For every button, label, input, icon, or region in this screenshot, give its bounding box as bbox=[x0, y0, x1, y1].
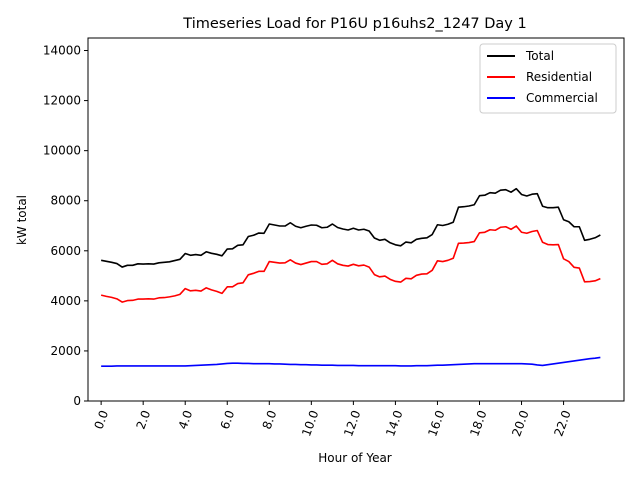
y-axis: 0 2000 4000 6000 8000 10000 12000 14000 bbox=[43, 44, 88, 408]
legend-box bbox=[479, 43, 617, 114]
x-axis-label: Hour of Year bbox=[318, 451, 392, 465]
y-tick-label: 4000 bbox=[50, 294, 81, 308]
legend-label-commercial: Commercial bbox=[526, 91, 598, 105]
x-tick-label: 0.0 bbox=[92, 408, 112, 431]
x-tick-label: 8.0 bbox=[260, 408, 280, 431]
legend: Total Residential Commercial bbox=[479, 43, 617, 114]
series-line-total bbox=[100, 187, 601, 268]
y-tick-label: 2000 bbox=[50, 344, 81, 358]
plot-area: 0.0 2.0 4.0 6.0 8.0 10.0 12.0 14.0 16.0 18.0 20.0 2… bbox=[43, 37, 625, 438]
series-line-commercial bbox=[101, 356, 601, 368]
x-tick-label: 2.0 bbox=[134, 408, 154, 431]
y-tick-label: 0 bbox=[73, 394, 81, 408]
y-tick-label: 12000 bbox=[43, 94, 81, 108]
y-tick-label: 10000 bbox=[43, 144, 81, 158]
x-tick-label: 4.0 bbox=[176, 408, 196, 431]
chart-title: Timeseries Load for P16U p16uhs2_1247 Da… bbox=[182, 16, 526, 32]
y-tick-label: 8000 bbox=[50, 194, 81, 208]
x-axis: 0.0 2.0 4.0 6.0 8.0 10.0 12.0 14.0 16.0 18.0 20.0 2… bbox=[92, 401, 574, 438]
series-line-residential bbox=[100, 225, 601, 303]
y-tick-label: 14000 bbox=[43, 44, 81, 58]
plot-frame bbox=[87, 37, 625, 402]
legend-label-residential: Residential bbox=[526, 70, 592, 84]
y-axis-label: kW total bbox=[15, 195, 29, 245]
x-tick-label: 6.0 bbox=[218, 408, 238, 431]
y-tick-label: 6000 bbox=[50, 244, 81, 258]
legend-label-total: Total bbox=[525, 49, 554, 63]
series-layer bbox=[100, 187, 601, 368]
